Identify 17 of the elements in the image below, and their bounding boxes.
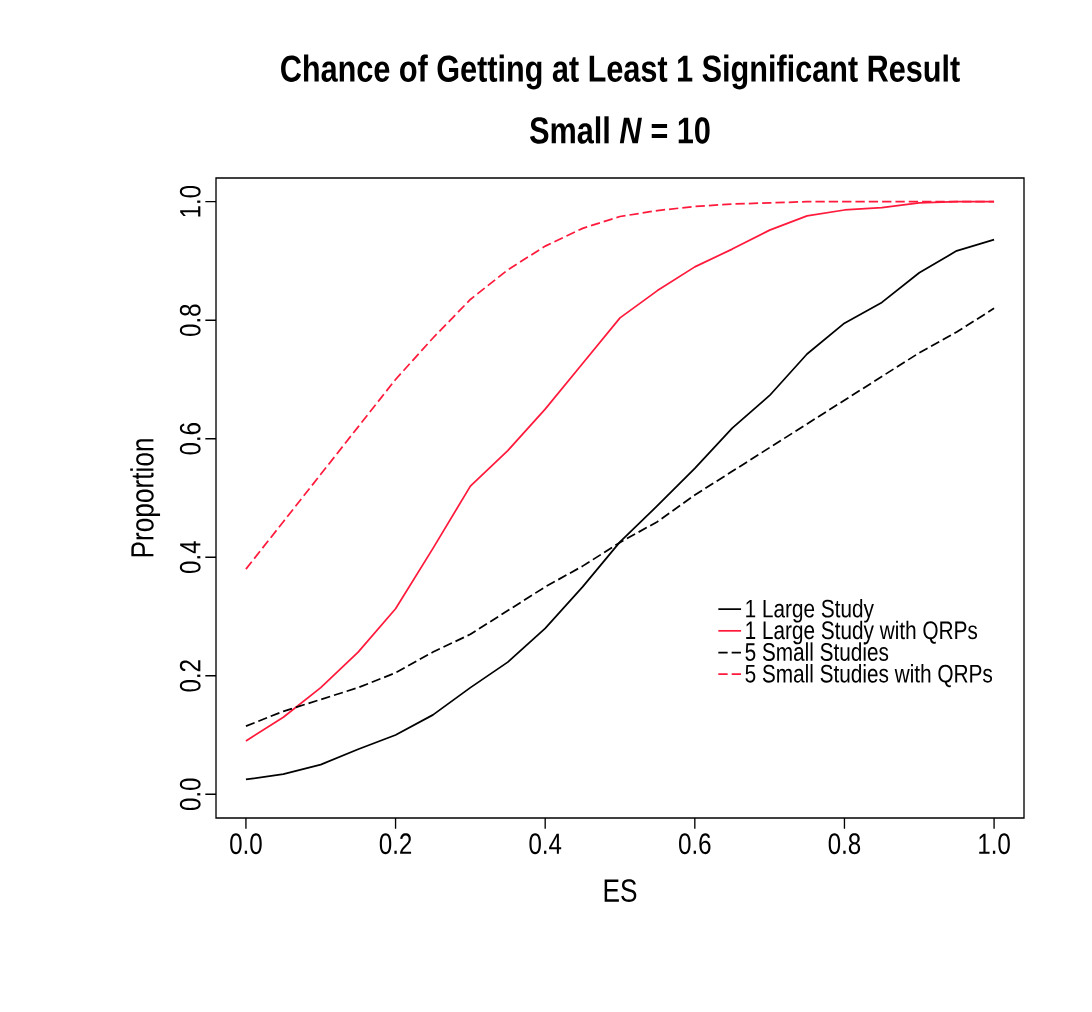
y-tick-label: 1.0 (179, 185, 201, 217)
y-axis-title: Proportion (130, 439, 161, 557)
x-tick-label: 0.2 (379, 833, 412, 855)
chart-title: Chance of Getting at Least 1 Significant Result (281, 54, 960, 90)
x-tick-label: 0.0 (230, 833, 262, 855)
y-tick-label: 0.2 (179, 660, 201, 692)
chart-subtitle: Small N = 10 (530, 116, 710, 144)
x-tick-label: 0.6 (679, 833, 711, 855)
y-tick-label: 0.6 (179, 423, 201, 455)
x-axis-title: ES (604, 879, 637, 902)
y-tick-label: 0.8 (179, 304, 201, 336)
y-tick-label: 0.0 (179, 778, 201, 811)
y-tick-label: 0.4 (179, 541, 201, 574)
legend-label: 5 Small Studies with QRPs (745, 664, 993, 688)
x-tick-label: 0.8 (828, 833, 861, 855)
x-tick-label: 1.0 (979, 833, 1010, 855)
x-tick-label: 0.4 (529, 833, 562, 855)
